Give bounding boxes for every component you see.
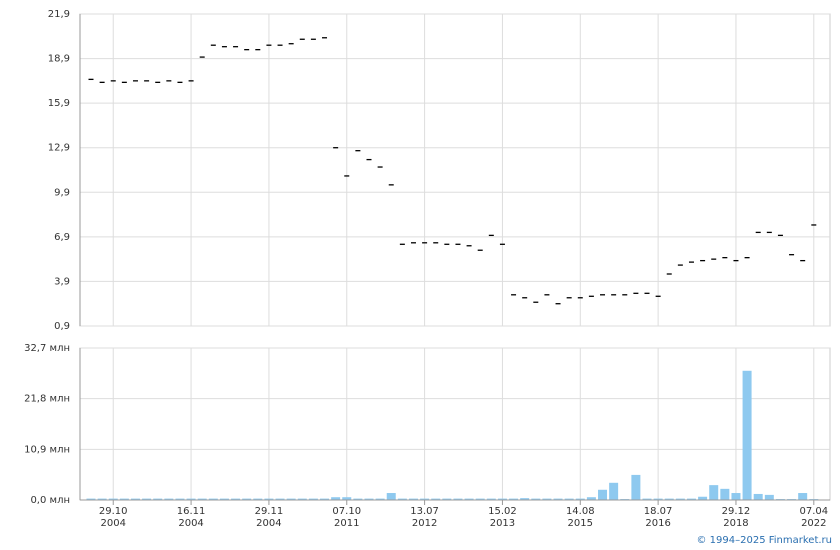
plot-area: [79, 347, 831, 501]
y-tick-label: 21,9: [48, 9, 70, 20]
volume-bar: [642, 498, 652, 500]
volume-bar: [742, 370, 752, 500]
y-tick-label: 21,8 млн: [24, 394, 70, 405]
volume-bar: [231, 498, 241, 500]
volume-bar: [664, 498, 674, 500]
volume-bar: [609, 482, 619, 500]
volume-bar: [275, 498, 285, 500]
volume-bar: [698, 496, 708, 500]
volume-bar: [130, 498, 140, 500]
volume-bar: [553, 498, 563, 500]
volume-bar: [386, 493, 396, 500]
volume-bar: [753, 493, 763, 500]
volume-bar: [364, 498, 374, 500]
volume-bar: [586, 497, 596, 500]
y-tick-label: 0,9: [54, 321, 70, 332]
volume-bar: [197, 498, 207, 500]
volume-bar: [353, 498, 363, 500]
volume-bar: [286, 498, 296, 500]
volume-bar: [208, 498, 218, 500]
y-tick-label: 10,9 млн: [24, 444, 70, 455]
x-tick-label: 14.08 2015: [565, 506, 595, 529]
volume-bar: [242, 498, 252, 500]
volume-bar: [342, 497, 352, 500]
x-tick-label: 16.11 2004: [176, 506, 206, 529]
volume-bar: [397, 498, 407, 500]
volume-bar: [186, 498, 196, 500]
volume-bar: [720, 488, 730, 500]
volume-bar: [264, 498, 274, 500]
volume-bar: [320, 498, 330, 500]
volume-bar: [542, 498, 552, 500]
x-tick-label: 18.07 2016: [643, 506, 673, 529]
x-tick-label: 07.04 2022: [799, 506, 829, 529]
volume-bar: [675, 498, 685, 500]
volume-bar: [453, 498, 463, 500]
volume-bar: [686, 498, 696, 500]
x-tick-label: 29.11 2004: [254, 506, 284, 529]
volume-bar: [431, 498, 441, 500]
volume-bar: [475, 498, 485, 500]
volume-bar: [86, 498, 96, 500]
y-tick-label: 6,9: [54, 232, 70, 243]
volume-bar: [331, 497, 341, 500]
volume-bar: [108, 498, 118, 500]
volume-bar: [764, 494, 774, 500]
volume-bar: [564, 498, 574, 500]
volume-bar: [119, 498, 129, 500]
x-tick-label: 29.12 2018: [721, 506, 751, 529]
volume-bar: [520, 498, 530, 500]
y-tick-label: 12,9: [48, 143, 70, 154]
y-tick-label: 15,9: [48, 98, 70, 109]
volume-bar: [598, 489, 608, 500]
volume-bar: [442, 498, 452, 500]
volume-bar: [497, 498, 507, 500]
volume-bar: [420, 498, 430, 500]
volume-bar: [486, 498, 496, 500]
volume-bar: [97, 498, 107, 500]
volume-bar: [297, 498, 307, 500]
y-tick-label: 3,9: [54, 276, 70, 287]
volume-bar: [375, 498, 385, 500]
volume-bar: [531, 498, 541, 500]
x-tick-label: 07.10 2011: [332, 506, 362, 529]
volume-bar: [175, 498, 185, 500]
plot-area: [79, 13, 831, 327]
copyright[interactable]: © 1994–2025 Finmarket.ru: [696, 535, 832, 546]
volume-bar: [464, 498, 474, 500]
volume-bar: [153, 498, 163, 500]
x-tick-label: 13.07 2012: [410, 506, 439, 529]
volume-bar: [408, 498, 418, 500]
volume-bar: [219, 498, 229, 500]
volume-bar: [653, 498, 663, 500]
y-tick-label: 18,9: [48, 54, 70, 65]
volume-bar: [253, 498, 263, 500]
y-tick-label: 32,7 млн: [24, 343, 70, 354]
volume-bar: [709, 485, 719, 500]
volume-bar: [575, 498, 585, 500]
volume-bar: [798, 493, 808, 500]
x-tick-label: 15.02 2013: [488, 506, 517, 529]
volume-bar: [509, 498, 519, 500]
volume-bar: [631, 474, 641, 500]
y-tick-label: 9,9: [54, 187, 70, 198]
volume-bar: [142, 498, 152, 500]
volume-bar: [308, 498, 318, 500]
y-tick-label: 0,0 млн: [30, 495, 70, 506]
x-tick-label: 29.10 2004: [98, 506, 128, 529]
volume-bar: [731, 493, 741, 500]
volume-bar: [164, 498, 174, 500]
